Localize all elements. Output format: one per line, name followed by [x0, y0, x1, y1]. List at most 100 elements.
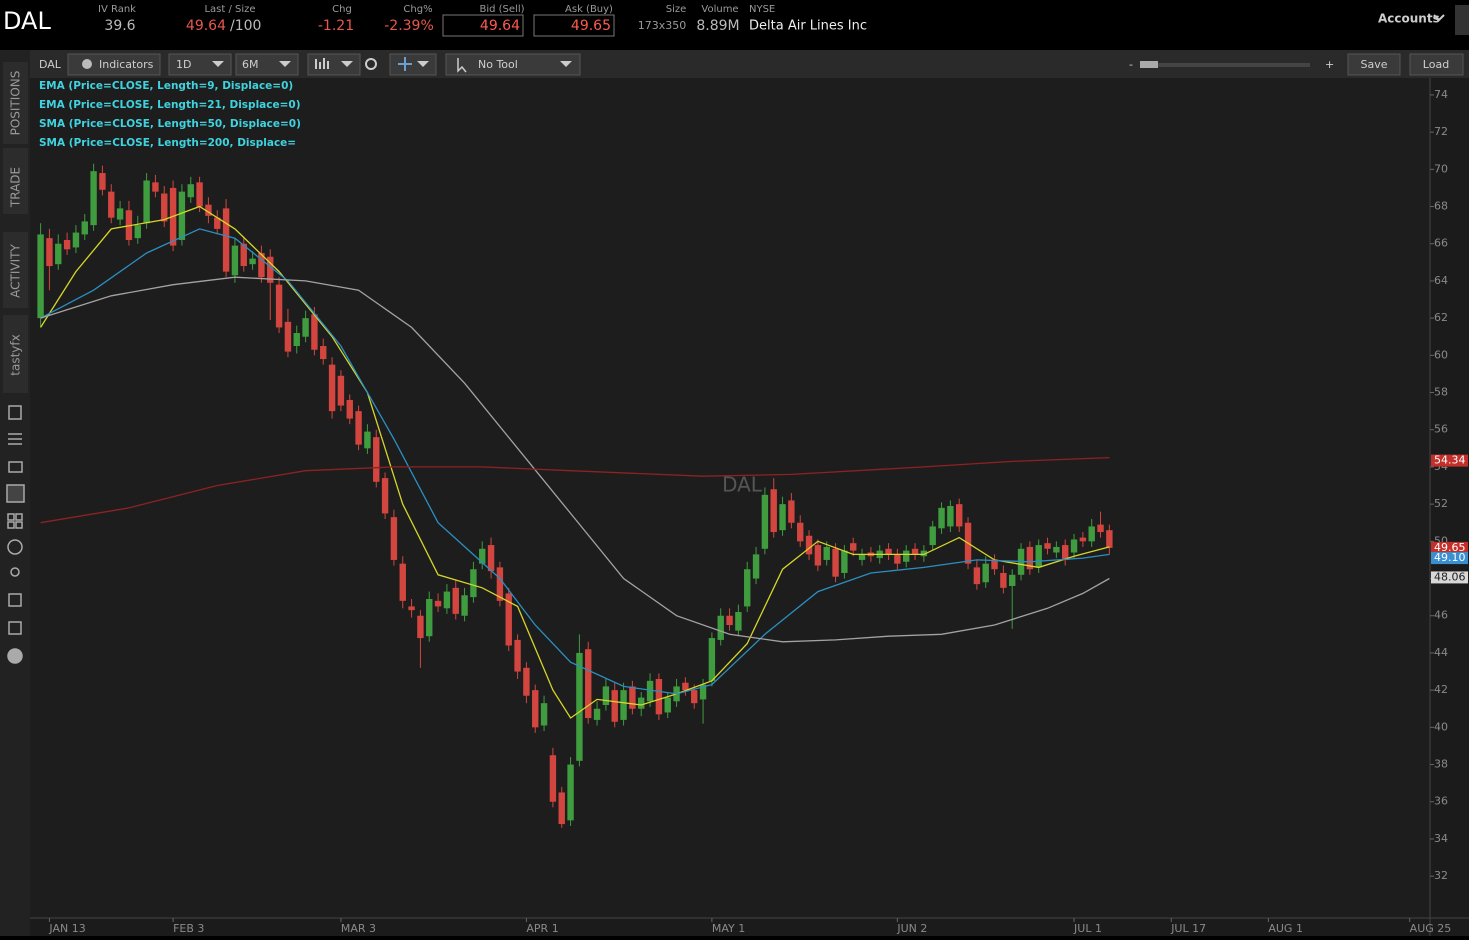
candle-body [1088, 526, 1095, 542]
x-tick-label: JAN 13 [48, 922, 85, 935]
candle-body [496, 567, 504, 601]
zoom-thumb[interactable] [1140, 61, 1158, 68]
x-tick-label: JUL 1 [1073, 922, 1102, 935]
sidebar-tab[interactable] [3, 232, 28, 308]
sidebar-tab[interactable] [3, 62, 28, 144]
price-label-box [1431, 541, 1468, 554]
field-label: Volume [701, 4, 738, 15]
candle-body [381, 478, 389, 514]
candle-body [152, 182, 159, 192]
candle-body [947, 505, 954, 527]
icon[interactable] [8, 593, 22, 607]
field-value: -2.39% [384, 18, 434, 34]
candle-body [302, 318, 309, 337]
range-dropdown[interactable] [235, 53, 299, 76]
sidebar-tab[interactable] [3, 148, 28, 214]
icon[interactable] [6, 484, 25, 503]
candle-body [540, 703, 548, 726]
field-label: Ask (Buy) [565, 4, 613, 15]
y-tick-label: 64 [1434, 274, 1448, 287]
aggregation-dropdown[interactable] [168, 53, 232, 76]
study-label: EMA (Price=CLOSE, Length=9, Displace=0) [39, 80, 293, 92]
candle-body [1097, 524, 1104, 533]
icon[interactable] [7, 648, 23, 664]
aggregation[interactable]: 1D [176, 58, 191, 71]
sidebar-tab-label[interactable]: TRADE [9, 167, 23, 208]
candle-body [549, 755, 557, 802]
field-value: 173x350 [638, 19, 687, 32]
tool[interactable]: No Tool [478, 58, 518, 71]
quote-bar [0, 0, 1469, 50]
icon[interactable] [8, 405, 22, 420]
candle-body [1062, 545, 1069, 560]
candle-body [116, 208, 124, 220]
candle-body [46, 238, 53, 267]
x-tick-label: JUL 17 [1170, 922, 1206, 935]
y-tick-label: 40 [1434, 720, 1448, 733]
candle-body [214, 217, 221, 229]
icon[interactable] [8, 433, 22, 445]
candle-body [187, 184, 194, 198]
candle-body [646, 680, 654, 702]
field-value[interactable]: 49.65 [571, 18, 611, 34]
candle-body [1000, 572, 1007, 588]
accounts-menu[interactable]: Accounts [1378, 12, 1440, 26]
y-tick-label: 44 [1434, 646, 1448, 659]
candle-body [699, 684, 707, 700]
watermark: DAL [722, 473, 763, 497]
save-button[interactable] [1347, 53, 1401, 76]
save-label[interactable]: Save [1360, 58, 1387, 71]
sidebar-tab[interactable] [3, 315, 28, 393]
sidebar-tab-label[interactable]: ACTIVITY [9, 244, 23, 298]
icon[interactable] [10, 567, 20, 577]
candle-body [161, 193, 168, 222]
candle-body [770, 489, 777, 533]
icon[interactable] [8, 621, 22, 635]
candle-body [373, 437, 380, 482]
indicators-label[interactable]: Indicators [99, 58, 154, 71]
candle-body [134, 225, 141, 239]
icon[interactable] [7, 513, 23, 529]
zoom-out[interactable]: - [1129, 58, 1133, 71]
load-label[interactable]: Load [1423, 58, 1449, 71]
candle-body [1106, 530, 1113, 548]
icon [457, 58, 467, 73]
dropdown-arrow [341, 61, 353, 67]
range[interactable]: 6M [242, 58, 259, 71]
icon[interactable] [7, 539, 23, 555]
candle-body [240, 243, 247, 267]
candle-body [602, 686, 610, 706]
candle-body [752, 554, 760, 579]
field-label: Chg% [403, 4, 432, 15]
toolbar-symbol[interactable]: DAL [39, 58, 62, 71]
sidebar-tab-label[interactable]: tastyfx [9, 334, 23, 375]
candle-body [81, 221, 88, 235]
candle-body [328, 364, 336, 412]
candle-body [850, 543, 857, 551]
candle-body [390, 517, 398, 560]
candle-body [832, 548, 839, 577]
icon[interactable] [8, 461, 23, 473]
symbol: DAL [3, 7, 51, 35]
tool-dropdown[interactable] [445, 53, 581, 76]
plot-area [30, 78, 1430, 918]
candle-body [991, 559, 998, 570]
drawing-dropdown[interactable] [389, 53, 437, 76]
candle-body [1009, 574, 1016, 586]
candle-body [744, 569, 751, 607]
chart-type-dropdown[interactable] [307, 53, 361, 76]
zoom-in[interactable]: + [1325, 58, 1334, 71]
settings-icon[interactable] [365, 58, 377, 70]
bid-box[interactable] [442, 14, 524, 37]
sidebar-tab-label[interactable]: POSITIONS [9, 71, 23, 136]
y-tick-label: 72 [1434, 125, 1448, 138]
ask-box[interactable] [533, 14, 615, 37]
load-button[interactable] [1409, 53, 1464, 76]
candle-body [249, 258, 256, 265]
indicators-button[interactable] [67, 53, 161, 76]
candle-body [682, 682, 689, 691]
field-label: IV Rank [98, 4, 136, 15]
candle-body [37, 234, 44, 319]
candle-body [982, 563, 989, 583]
field-value[interactable]: 49.64 [480, 18, 520, 34]
